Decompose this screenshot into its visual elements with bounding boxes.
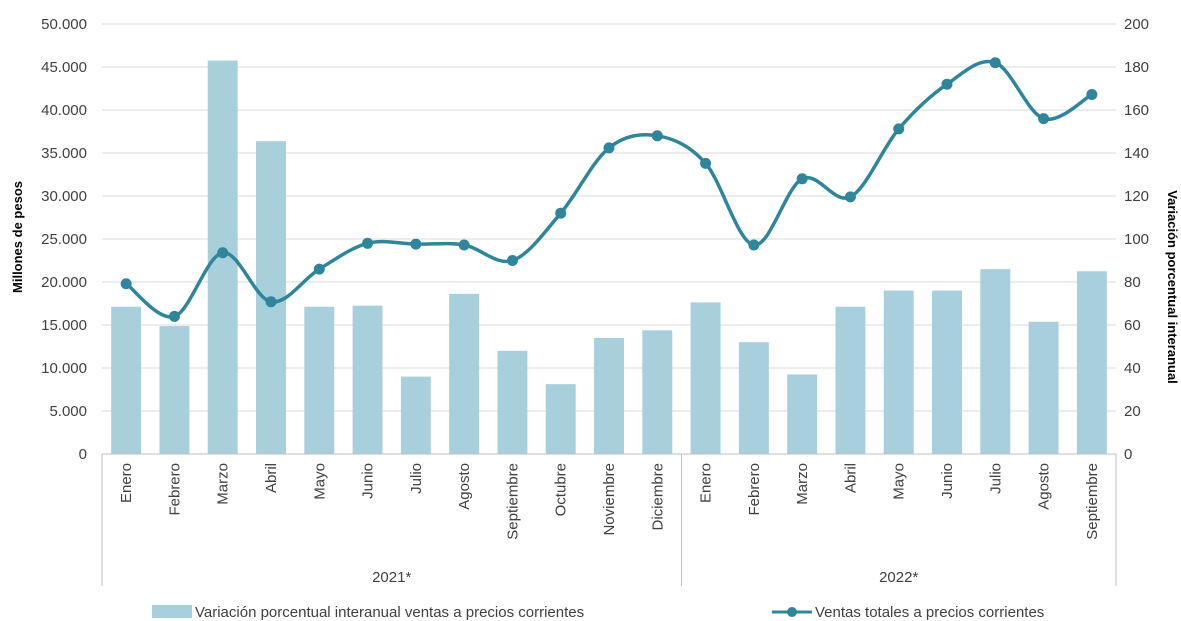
line-point [893, 123, 905, 135]
line-point [168, 310, 180, 322]
right-tick-label: 20 [1124, 403, 1141, 420]
category-label: Junio [360, 463, 377, 499]
line-point [120, 278, 132, 290]
left-tick-label: 20.000 [41, 274, 87, 291]
bar [932, 290, 962, 454]
legend-line-label: Ventas totales a precios corrientes [815, 604, 1044, 621]
bar [352, 305, 383, 454]
bar [738, 342, 769, 454]
line-point [1086, 89, 1098, 101]
right-tick-label: 180 [1124, 59, 1149, 76]
category-label: Octubre [553, 463, 570, 516]
bar [304, 306, 335, 454]
line-point [989, 57, 1001, 69]
left-tick-label: 35.000 [41, 145, 87, 162]
line-point [796, 173, 808, 185]
right-tick-label: 100 [1124, 231, 1149, 248]
category-label: Agosto [456, 463, 473, 510]
right-tick-label: 200 [1124, 16, 1149, 33]
line-point [362, 237, 374, 249]
left-tick-label: 10.000 [41, 360, 87, 377]
line-point [410, 238, 422, 250]
group-label: 2021* [372, 569, 411, 586]
line-point [265, 296, 277, 308]
bar [1076, 271, 1107, 454]
left-tick-label: 15.000 [41, 317, 87, 334]
right-tick-label: 160 [1124, 102, 1149, 119]
left-tick-label: 40.000 [41, 102, 87, 119]
category-label: Febrero [166, 463, 183, 516]
bar [111, 306, 142, 454]
right-tick-label: 140 [1124, 145, 1149, 162]
line-point [1038, 113, 1050, 125]
category-label: Enero [118, 463, 135, 503]
category-label: Junio [939, 463, 956, 499]
category-label: Septiembre [1084, 463, 1101, 540]
left-tick-label: 50.000 [41, 16, 87, 33]
category-label: Febrero [746, 463, 763, 516]
category-label: Noviembre [601, 463, 618, 536]
left-tick-label: 0 [79, 446, 87, 463]
bar [400, 376, 431, 454]
right-tick-label: 80 [1124, 274, 1141, 291]
category-label: Septiembre [504, 463, 521, 540]
bar [449, 293, 480, 454]
category-label: Agosto [1036, 463, 1053, 510]
category-label: Abril [263, 463, 280, 493]
left-tick-label: 45.000 [41, 59, 87, 76]
line-point [458, 239, 470, 251]
bar [159, 326, 190, 454]
left-tick-label: 30.000 [41, 188, 87, 205]
line-point [313, 263, 325, 275]
category-label: Abril [842, 463, 859, 493]
category-label: Mayo [891, 463, 908, 500]
legend: Variación porcentual interanual ventas a… [152, 604, 1044, 621]
axes: 0 5.000 10.000 15.000 20.000 25.000 30.000 35.0… [41, 16, 1149, 586]
line-point [555, 207, 567, 219]
left-tick-label: 25.000 [41, 231, 87, 248]
group-label: 2022* [879, 569, 918, 586]
bar [835, 306, 866, 454]
line-point [844, 191, 856, 203]
line-point [941, 78, 953, 90]
legend-line-marker [787, 607, 797, 617]
right-tick-label: 60 [1124, 317, 1141, 334]
category-label: Marzo [794, 463, 811, 505]
bar [787, 374, 818, 454]
line-series [120, 57, 1098, 322]
bar [642, 330, 673, 454]
bar [545, 384, 576, 454]
line-point [506, 255, 518, 266]
line-point [603, 142, 615, 154]
category-label: Marzo [215, 463, 232, 505]
category-label: Julio [408, 463, 425, 494]
line-point [748, 239, 760, 251]
legend-bar-label: Variación porcentual interanual ventas a… [195, 604, 584, 621]
line-point [651, 130, 663, 142]
category-label: Diciembre [649, 463, 666, 531]
category-label: Julio [987, 463, 1004, 494]
line-point [700, 157, 712, 169]
right-tick-label: 40 [1124, 360, 1141, 377]
right-axis-title: Variación porcentual interanual [1165, 190, 1180, 384]
line-point [217, 247, 229, 259]
right-tick-label: 0 [1124, 446, 1132, 463]
right-tick-label: 120 [1124, 188, 1149, 205]
bar [690, 302, 721, 454]
bar [497, 350, 528, 454]
bar [1028, 321, 1059, 454]
bar [594, 337, 624, 454]
bar [883, 290, 914, 454]
category-label: Enero [698, 463, 715, 503]
bar [980, 269, 1011, 454]
left-axis-title: Millones de pesos [10, 181, 25, 293]
bar-series [111, 60, 1107, 455]
category-label: Mayo [311, 463, 328, 500]
legend-bar-swatch [152, 605, 192, 618]
left-tick-label: 5.000 [49, 403, 87, 420]
